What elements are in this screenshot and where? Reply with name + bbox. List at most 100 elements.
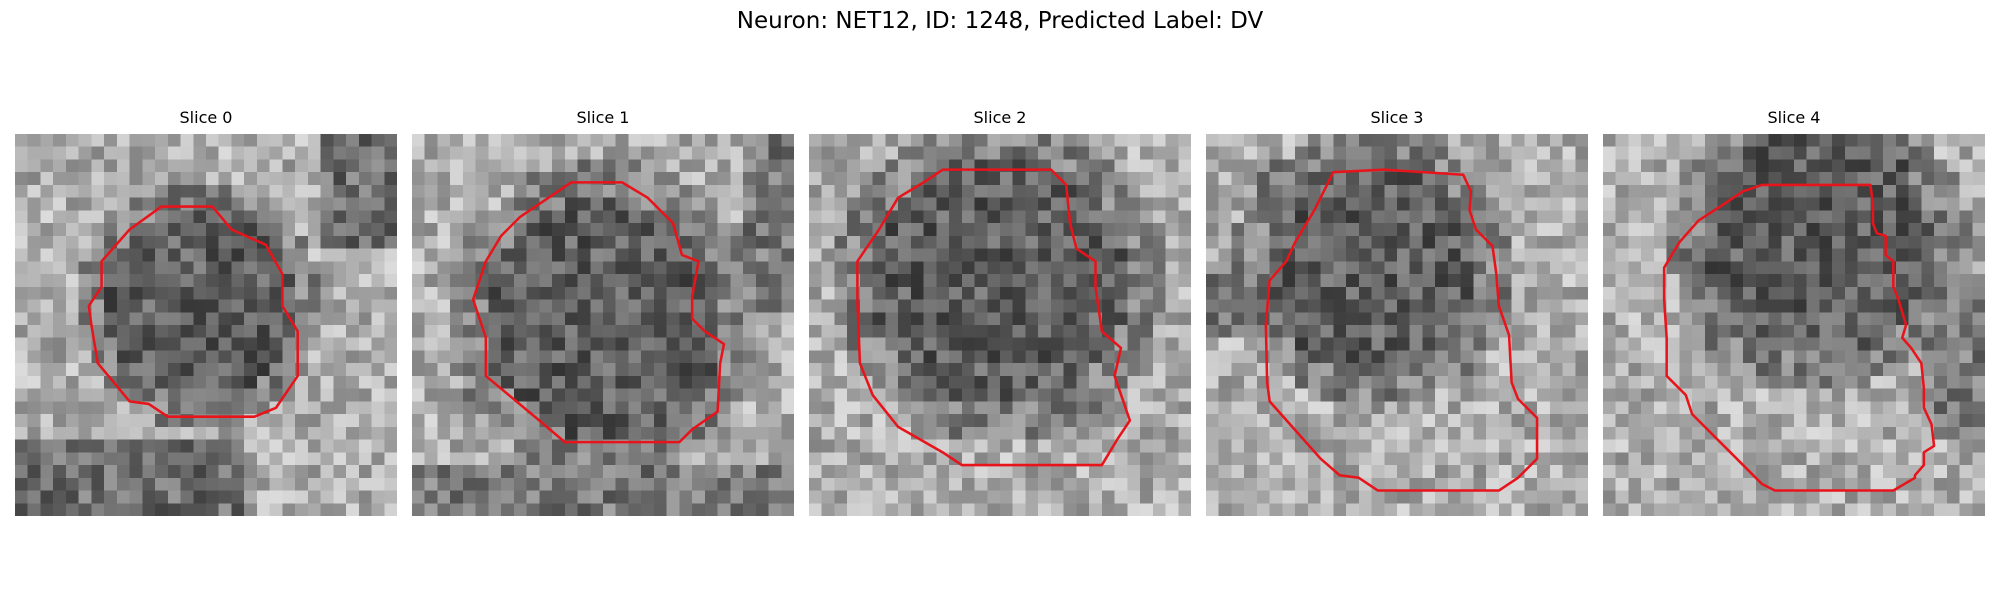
- image-pixel: [1486, 325, 1500, 338]
- image-pixel: [1908, 312, 1922, 326]
- image-pixel: [1511, 197, 1525, 211]
- image-pixel: [1063, 426, 1077, 440]
- image-pixel: [1178, 146, 1191, 160]
- image-pixel: [1089, 235, 1103, 249]
- image-pixel: [180, 134, 194, 147]
- image-pixel: [1908, 325, 1922, 338]
- image-pixel: [193, 350, 207, 364]
- image-pixel: [501, 350, 515, 364]
- image-pixel: [1384, 375, 1398, 389]
- image-pixel: [1256, 350, 1270, 364]
- image-pixel: [65, 299, 79, 313]
- image-pixel: [412, 159, 425, 173]
- image-pixel: [1743, 325, 1757, 338]
- image-pixel: [1946, 235, 1960, 249]
- image-pixel: [834, 235, 848, 249]
- image-pixel: [129, 197, 143, 211]
- image-pixel: [923, 261, 937, 275]
- image-pixel: [488, 465, 502, 479]
- image-pixel: [65, 248, 79, 262]
- image-pixel: [666, 299, 680, 313]
- image-pixel: [65, 388, 79, 402]
- image-pixel: [1346, 146, 1360, 160]
- image-pixel: [450, 248, 464, 262]
- image-pixel: [717, 197, 731, 211]
- image-pixel: [1346, 401, 1360, 415]
- image-pixel: [1562, 146, 1576, 160]
- image-pixel: [1140, 261, 1154, 275]
- image-pixel: [1679, 134, 1693, 147]
- microscopy-image: [412, 134, 794, 516]
- image-pixel: [1498, 261, 1512, 275]
- image-pixel: [1206, 350, 1219, 364]
- image-pixel: [1603, 490, 1616, 504]
- image-pixel: [488, 388, 502, 402]
- image-pixel: [1038, 312, 1052, 326]
- image-pixel: [564, 261, 578, 275]
- image-pixel: [1946, 350, 1960, 364]
- image-pixel: [256, 134, 270, 147]
- image-pixel: [15, 363, 28, 377]
- image-pixel: [1743, 286, 1757, 300]
- image-pixel: [1768, 235, 1782, 249]
- image-pixel: [1333, 452, 1347, 466]
- image-pixel: [1908, 146, 1922, 160]
- image-pixel: [1269, 426, 1283, 440]
- image-pixel: [218, 363, 232, 377]
- image-pixel: [1076, 388, 1090, 402]
- image-pixel: [167, 401, 181, 415]
- image-pixel: [27, 274, 41, 288]
- image-pixel: [193, 197, 207, 211]
- image-pixel: [358, 172, 372, 186]
- image-pixel: [1537, 159, 1551, 173]
- image-pixel: [781, 197, 794, 211]
- image-pixel: [1050, 350, 1064, 364]
- image-pixel: [1946, 401, 1960, 415]
- image-pixel: [269, 223, 283, 237]
- image-pixel: [104, 439, 118, 453]
- image-pixel: [1460, 426, 1474, 440]
- image-pixel: [1844, 210, 1858, 224]
- image-pixel: [936, 210, 950, 224]
- image-pixel: [910, 261, 924, 275]
- image-pixel: [1025, 312, 1039, 326]
- image-pixel: [1895, 184, 1909, 198]
- image-pixel: [1384, 197, 1398, 211]
- image-pixel: [1127, 401, 1141, 415]
- image-pixel: [1641, 184, 1655, 198]
- image-pixel: [78, 401, 92, 415]
- image-pixel: [679, 312, 693, 326]
- image-pixel: [40, 465, 54, 479]
- image-pixel: [974, 375, 988, 389]
- image-pixel: [346, 439, 360, 453]
- image-pixel: [1511, 172, 1525, 186]
- image-pixel: [1012, 210, 1026, 224]
- image-pixel: [730, 363, 744, 377]
- image-pixel: [1768, 197, 1782, 211]
- image-pixel: [781, 477, 794, 491]
- image-pixel: [1447, 210, 1461, 224]
- image-pixel: [755, 286, 769, 300]
- image-pixel: [1025, 363, 1039, 377]
- image-pixel: [1704, 388, 1718, 402]
- image-pixel: [1857, 299, 1871, 313]
- image-pixel: [40, 159, 54, 173]
- image-pixel: [1603, 375, 1616, 389]
- image-pixel: [1435, 134, 1449, 147]
- image-pixel: [218, 452, 232, 466]
- image-pixel: [1397, 325, 1410, 338]
- image-pixel: [1666, 312, 1680, 326]
- image-pixel: [1371, 337, 1385, 351]
- image-pixel: [1333, 286, 1347, 300]
- image-pixel: [974, 363, 988, 377]
- image-pixel: [1844, 134, 1858, 147]
- image-pixel: [513, 465, 527, 479]
- image-pixel: [1231, 465, 1245, 479]
- image-pixel: [781, 184, 794, 198]
- image-pixel: [1231, 363, 1245, 377]
- image-pixel: [1946, 197, 1960, 211]
- image-pixel: [1653, 490, 1667, 504]
- image-pixel: [872, 477, 886, 491]
- image-pixel: [78, 503, 92, 516]
- image-pixel: [1435, 503, 1449, 516]
